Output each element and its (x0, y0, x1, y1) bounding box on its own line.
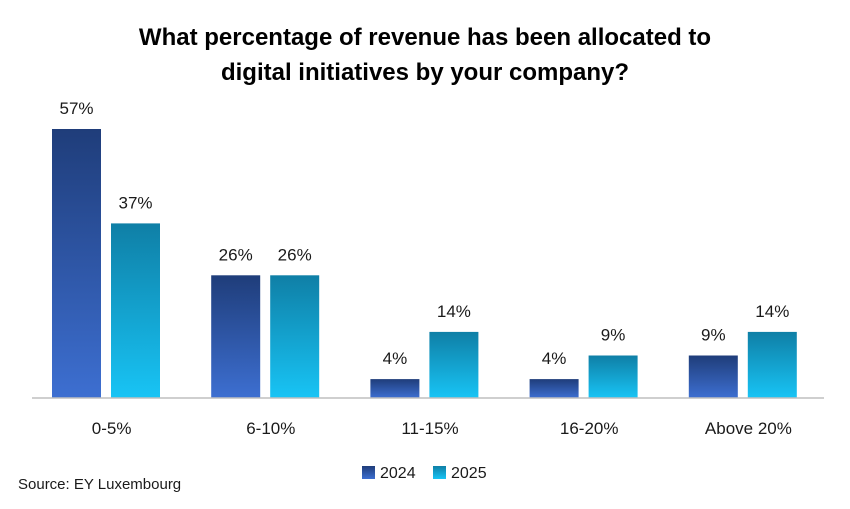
chart-title-line-2: digital initiatives by your company? (221, 59, 629, 86)
data-label-2025-3: 9% (601, 326, 626, 345)
data-label-2024-2: 4% (383, 349, 408, 368)
data-label-2024-1: 26% (219, 245, 253, 264)
bar-2025-4 (747, 331, 797, 398)
bar-2024-1 (211, 275, 261, 398)
x-tick-label-0: 0-5% (92, 419, 132, 438)
legend-label-2025: 2025 (451, 465, 487, 482)
legend-swatch-2024 (362, 466, 375, 479)
bar-2024-0 (52, 129, 101, 398)
bar-2024-2 (370, 379, 420, 398)
data-label-2025-1: 26% (278, 245, 312, 264)
x-tick-label-2: 11-15% (401, 419, 458, 438)
data-label-2025-0: 37% (118, 193, 152, 212)
legend-swatch-2025 (433, 466, 446, 479)
bar-2025-1 (270, 275, 320, 398)
bar-2024-4 (688, 355, 738, 398)
data-label-2025-4: 14% (755, 302, 789, 321)
x-tick-label-4: Above 20% (705, 419, 792, 438)
data-label-2024-0: 57% (59, 99, 93, 118)
x-tick-labels: 0-5% 6-10% 11-15% 16-20% Above 20% (92, 419, 792, 438)
data-label-2024-4: 9% (701, 326, 726, 345)
x-tick-label-1: 6-10% (246, 419, 295, 438)
data-label-2025-2: 14% (437, 302, 471, 321)
bars-group: 57% 37% 26% 26% 4% 14% 4% 9% 9% 14% (52, 99, 797, 398)
chart-title-line-1: What percentage of revenue has been allo… (139, 24, 711, 51)
legend-label-2024: 2024 (380, 465, 416, 482)
bar-2025-3 (588, 355, 638, 398)
source-note: Source: EY Luxembourg (18, 476, 182, 493)
bar-2025-0 (111, 223, 160, 398)
bar-2025-2 (429, 331, 479, 398)
x-tick-label-3: 16-20% (560, 419, 619, 438)
legend: 2024 2025 (362, 465, 487, 482)
data-label-2024-3: 4% (542, 349, 567, 368)
bar-2024-3 (529, 379, 579, 398)
